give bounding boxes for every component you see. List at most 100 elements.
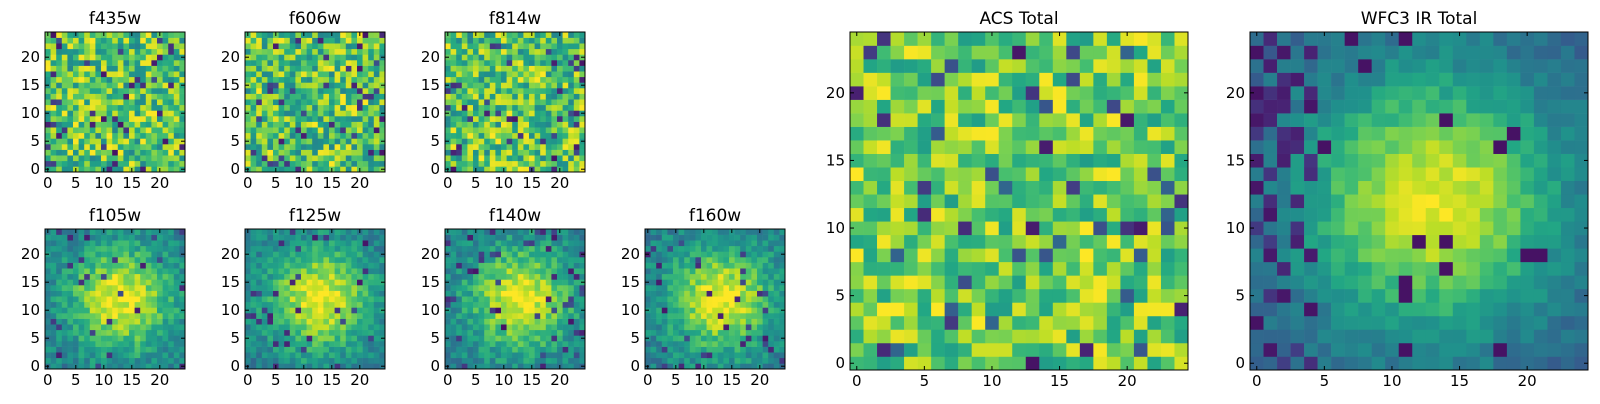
heatmap-cell — [451, 279, 457, 285]
heatmap-cell — [574, 268, 580, 274]
heatmap-cell — [479, 229, 485, 235]
heatmap-cell — [540, 313, 546, 319]
heatmap-cell — [346, 296, 352, 302]
heatmap-cell — [174, 302, 180, 308]
heatmap-cell — [673, 302, 679, 308]
heatmap-cell — [307, 155, 313, 161]
heatmap-cell — [51, 235, 57, 241]
heatmap-cell — [523, 240, 529, 246]
heatmap-cell — [850, 235, 864, 249]
x-tick-label: 0 — [243, 174, 253, 192]
heatmap-cell — [163, 127, 169, 133]
heatmap-cell — [757, 335, 763, 341]
heatmap-cell — [351, 82, 357, 88]
heatmap-cell — [501, 94, 507, 100]
heatmap-cell — [84, 257, 90, 263]
heatmap-cell — [279, 54, 285, 60]
heatmap-cell — [295, 155, 301, 161]
heatmap-cell — [746, 268, 752, 274]
heatmap-cell — [535, 274, 541, 280]
heatmap-cell — [168, 43, 174, 49]
heatmap-cell — [535, 263, 541, 269]
heatmap-cell — [557, 38, 563, 44]
heatmap-cell — [312, 144, 318, 150]
heatmap-cell — [523, 347, 529, 353]
heatmap-cell — [462, 229, 468, 235]
heatmap-cell — [490, 94, 496, 100]
heatmap-cell — [945, 302, 959, 316]
heatmap-cell — [546, 263, 552, 269]
heatmap-cell — [568, 99, 574, 105]
heatmap-cell — [662, 358, 668, 364]
heatmap-cell — [445, 77, 451, 83]
heatmap-cell — [451, 54, 457, 60]
heatmap-cell — [918, 221, 932, 235]
heatmap-cell — [512, 60, 518, 66]
heatmap-cell — [267, 88, 273, 94]
y-tick-label: 20 — [421, 48, 440, 66]
heatmap-cell — [45, 347, 51, 353]
heatmap-cell — [245, 60, 251, 66]
heatmap-cell — [112, 246, 118, 252]
heatmap-cell — [101, 302, 107, 308]
heatmap-cell — [84, 302, 90, 308]
heatmap-cell — [774, 257, 780, 263]
heatmap-cell — [1174, 275, 1188, 289]
heatmap-cell — [90, 251, 96, 257]
heatmap-cell — [1107, 262, 1121, 276]
heatmap-cell — [95, 296, 101, 302]
heatmap-cell — [512, 43, 518, 49]
heatmap-cell — [168, 296, 174, 302]
heatmap-cell — [340, 302, 346, 308]
heatmap-cell — [168, 240, 174, 246]
heatmap-cell — [290, 49, 296, 55]
heatmap-cell — [518, 240, 524, 246]
heatmap-cell — [45, 60, 51, 66]
heatmap-cell — [768, 330, 774, 336]
heatmap-cell — [456, 352, 462, 358]
heatmap-cell — [179, 105, 185, 111]
heatmap-cell — [346, 32, 352, 38]
heatmap-cell — [523, 49, 529, 55]
heatmap-cell — [379, 133, 385, 139]
heatmap-cell — [931, 329, 945, 343]
heatmap-cell — [351, 166, 357, 172]
heatmap-cell — [473, 82, 479, 88]
heatmap-cell — [1026, 194, 1040, 208]
heatmap-cell — [467, 166, 473, 172]
heatmap-cell — [84, 251, 90, 257]
heatmap-cell — [140, 296, 146, 302]
heatmap-cell — [918, 208, 932, 222]
heatmap-cell — [374, 347, 380, 353]
heatmap-cell — [73, 285, 79, 291]
heatmap-cell — [579, 263, 585, 269]
heatmap-cell — [290, 257, 296, 263]
heatmap-cell — [301, 296, 307, 302]
heatmap-cell — [118, 279, 124, 285]
heatmap-cell — [546, 268, 552, 274]
heatmap-cell — [107, 105, 113, 111]
heatmap-cell — [690, 274, 696, 280]
heatmap-cell — [262, 341, 268, 347]
heatmap-cell — [251, 49, 257, 55]
x-tick-label: 10 — [94, 174, 113, 192]
heatmap-cell — [495, 274, 501, 280]
x-tick-label: 10 — [94, 371, 113, 389]
heatmap-cell — [335, 324, 341, 330]
y-tick-label: 5 — [430, 132, 440, 150]
heatmap-cell — [379, 285, 385, 291]
heatmap-cell — [107, 150, 113, 156]
heatmap-cell — [346, 279, 352, 285]
heatmap-cell — [1066, 343, 1080, 357]
heatmap-cell — [958, 356, 972, 370]
heatmap-cell — [529, 330, 535, 336]
heatmap-cell — [918, 329, 932, 343]
heatmap-cell — [495, 166, 501, 172]
heatmap-cell — [451, 335, 457, 341]
heatmap-cell — [656, 330, 662, 336]
heatmap-cell — [318, 263, 324, 269]
heatmap-cell — [768, 324, 774, 330]
heatmap-cell — [535, 77, 541, 83]
heatmap-cell — [568, 138, 574, 144]
heatmap-cell — [129, 358, 135, 364]
